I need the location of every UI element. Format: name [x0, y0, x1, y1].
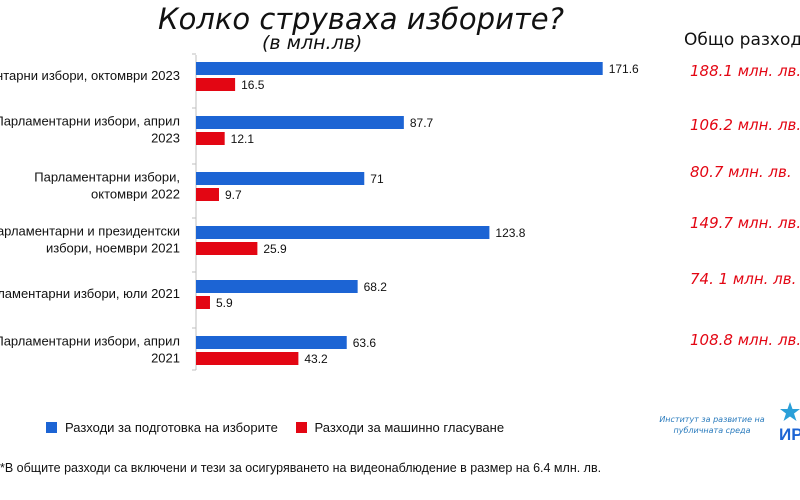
- data-label: 71: [370, 172, 384, 186]
- category-label: Парламентарни избори, юли 2021: [0, 286, 180, 301]
- category-label: Парламентарни избори,: [34, 170, 180, 185]
- category-label: Парламентарни избори, април: [0, 114, 180, 129]
- chart-subtitle: (в млн.лв): [262, 32, 363, 54]
- bar: [196, 132, 225, 145]
- total-value: 108.8 млн. лв.: [690, 331, 800, 349]
- bar: [196, 78, 236, 91]
- chart-title: Колко струваха изборите?: [158, 2, 565, 36]
- data-label: 16.5: [241, 78, 265, 92]
- category-label: 2023: [151, 131, 180, 146]
- data-label: 5.9: [216, 296, 233, 310]
- data-label: 68.2: [364, 280, 388, 294]
- legend-swatch-blue: [46, 422, 57, 433]
- data-label: 43.2: [304, 352, 328, 366]
- total-value: 74. 1 млн. лв.: [690, 270, 797, 288]
- data-label: 63.6: [353, 336, 377, 350]
- legend-label: Разходи за подготовка на изборите: [65, 420, 278, 435]
- total-value: 188.1 млн. лв.: [690, 62, 800, 80]
- chart-legend: Разходи за подготовка на изборите Разход…: [46, 420, 518, 436]
- category-label: Парламентарни избори, април: [0, 334, 180, 349]
- data-label: 171.6: [609, 62, 639, 76]
- star-logo-icon: ИРПС: [779, 402, 800, 444]
- legend-item-machine-voting: Разходи за машинно гласуване: [295, 420, 505, 435]
- total-value: 149.7 млн. лв.: [690, 214, 800, 232]
- footnote: *В общите разходи са включени и тези за …: [0, 461, 602, 475]
- bar: [196, 352, 299, 365]
- category-label: Парламентарни избори, октомври 2023: [0, 68, 180, 83]
- legend-swatch-red: [295, 422, 307, 433]
- bar: [196, 62, 603, 75]
- data-label: 87.7: [410, 116, 434, 130]
- data-label: 12.1: [231, 132, 255, 146]
- bar: [196, 226, 490, 239]
- bar: [196, 296, 210, 309]
- ipe-logo: Институт за развитие на публичната среда…: [640, 400, 800, 445]
- bar: [196, 172, 365, 185]
- totals-header: Общо разходи: [684, 30, 800, 50]
- bar: [196, 188, 219, 201]
- logo-initials: ИРПС: [779, 425, 800, 444]
- category-label: октомври 2022: [91, 187, 180, 202]
- category-label: 2021: [151, 351, 180, 366]
- bar: [196, 116, 404, 129]
- total-value: 106.2 млн. лв.*: [690, 116, 800, 134]
- legend-item-preparation: Разходи за подготовка на изборите: [46, 420, 278, 435]
- logo-text: Институт за развитие на публичната среда: [659, 415, 765, 435]
- bar: [196, 280, 358, 293]
- total-value: 80.7 млн. лв.: [690, 163, 792, 181]
- data-label: 9.7: [225, 188, 242, 202]
- data-label: 123.8: [495, 226, 525, 240]
- bar-chart: Парламентарни избори, октомври 2023 171.6…: [0, 53, 639, 371]
- bar: [196, 242, 258, 255]
- category-label: избори, ноември 2021: [46, 241, 180, 256]
- data-label: 25.9: [263, 242, 287, 256]
- category-label: Парламентарни и президентски: [0, 224, 180, 239]
- bar: [196, 336, 347, 349]
- legend-label: Разходи за машинно гласуване: [314, 420, 505, 435]
